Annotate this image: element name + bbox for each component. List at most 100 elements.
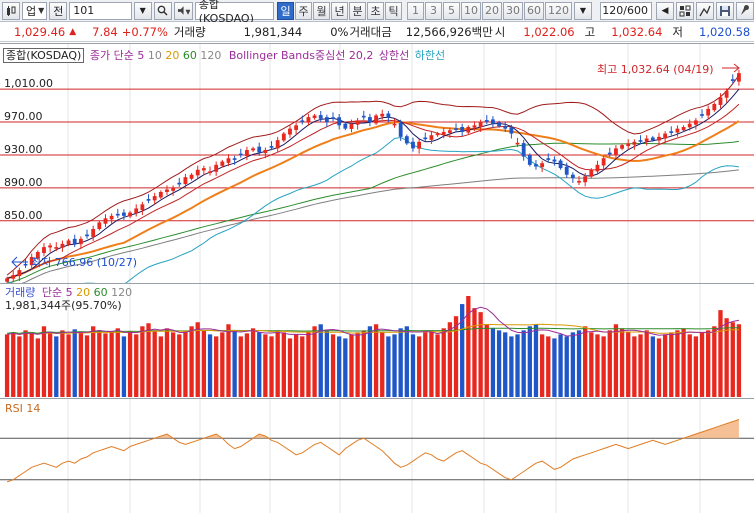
- candle-body: [718, 97, 723, 105]
- volume-ma-20-label: 20: [76, 286, 91, 299]
- candle-body: [521, 143, 526, 157]
- candle-body: [601, 158, 606, 166]
- rsi-chart[interactable]: [0, 399, 754, 513]
- volume-bar: [361, 330, 366, 397]
- rsi-pane[interactable]: RSI 14: [0, 398, 754, 513]
- volume-bar: [583, 326, 588, 397]
- period-tab-5[interactable]: 초: [367, 1, 384, 20]
- candle-body: [650, 137, 655, 141]
- bollinger-lower-line: [6, 136, 739, 284]
- volume-bar: [60, 330, 65, 397]
- chart-type-icon[interactable]: [2, 1, 20, 20]
- volume-chart[interactable]: [0, 284, 754, 399]
- period-tab-2[interactable]: 월: [313, 1, 330, 20]
- interval-button-60[interactable]: 60: [524, 1, 544, 20]
- period-tab-4[interactable]: 분: [349, 1, 366, 20]
- price-legend-name: 종합(KOSDAQ): [3, 48, 85, 63]
- market-select[interactable]: 업 ▼: [22, 1, 48, 20]
- prev-button[interactable]: 전: [49, 1, 68, 20]
- volume-bar: [152, 330, 157, 397]
- sound-button[interactable]: ▼: [173, 1, 193, 20]
- candle-body: [534, 164, 538, 167]
- candle-body: [35, 252, 40, 259]
- candle-body: [60, 243, 65, 248]
- volume-bar: [349, 334, 354, 397]
- candle-body: [558, 160, 563, 169]
- candle-body: [29, 256, 34, 266]
- candle-body: [324, 117, 329, 123]
- candle-body: [552, 159, 557, 162]
- code-input[interactable]: 101: [69, 1, 132, 20]
- volume-legend-label: 거래량: [5, 286, 36, 299]
- volume-bar: [109, 332, 114, 397]
- dropdown-button[interactable]: ▼: [133, 1, 152, 20]
- ma60-line: [6, 140, 739, 284]
- period-tab-0[interactable]: 일: [277, 1, 294, 20]
- volume-pane[interactable]: 거래량 단순 5 20 60 120 1,981,344주(95.70%): [0, 283, 754, 399]
- candle-body: [361, 115, 366, 118]
- volume-value: 1,981,344: [243, 24, 303, 39]
- interval-button-120[interactable]: 120: [545, 1, 572, 20]
- candle-body: [318, 115, 323, 119]
- volume-bar: [4, 334, 10, 397]
- price-pane[interactable]: 1,010.00 970.00 930.00 890.00 850.00 최고 1,032…: [0, 43, 754, 284]
- volume-bar: [533, 324, 539, 397]
- volume-bar: [195, 322, 200, 397]
- volume-bar: [564, 336, 569, 397]
- scroll-left-button[interactable]: ◀: [656, 1, 674, 20]
- price-chart[interactable]: 1,010.00 970.00 930.00 890.00 850.00 최고 1,032…: [0, 44, 754, 284]
- volume-bar: [632, 336, 637, 397]
- min-arrow-icon: [11, 256, 28, 268]
- volume-bar: [47, 332, 53, 397]
- interval-button-20[interactable]: 20: [482, 1, 502, 20]
- period-tab-1[interactable]: 주: [295, 1, 312, 20]
- volume-bar: [626, 332, 631, 397]
- ma120-line: [19, 169, 739, 284]
- count-field[interactable]: 120/600: [600, 1, 652, 20]
- interval-more-button[interactable]: ▼: [574, 1, 592, 20]
- ma-10-label: 10: [147, 49, 162, 62]
- candle-body: [472, 125, 477, 128]
- volume-ma-label: 단순 5: [41, 286, 73, 299]
- volume-bar: [257, 332, 262, 397]
- save-button[interactable]: [716, 1, 734, 20]
- volume-bar: [306, 332, 311, 397]
- price-legend: 종합(KOSDAQ) 종가 단순 5 10 20 60 120 Bollinge…: [3, 47, 445, 63]
- volume-bar: [367, 326, 373, 397]
- low-label: 저: [672, 24, 684, 39]
- volume-bar: [453, 316, 459, 397]
- candle-body: [693, 120, 698, 125]
- period-tab-6[interactable]: 틱: [385, 1, 402, 20]
- candle-body: [417, 141, 422, 149]
- interval-button-5[interactable]: 5: [443, 1, 460, 20]
- interval-button-30[interactable]: 30: [503, 1, 523, 20]
- settings-button[interactable]: [736, 1, 754, 20]
- volume-bar: [183, 331, 188, 397]
- bb-lower-label: 하한선: [414, 49, 446, 62]
- volume-bar: [687, 334, 692, 397]
- volume-bar: [484, 324, 489, 397]
- rsi-legend: RSI 14: [5, 402, 41, 415]
- indicator-button[interactable]: [676, 1, 694, 20]
- volume-bar: [503, 332, 508, 397]
- candle-body: [165, 189, 169, 192]
- interval-button-10[interactable]: 10: [461, 1, 481, 20]
- amount-label: 거래대금: [349, 24, 392, 39]
- candle-body: [189, 174, 194, 179]
- indicator-icon: [679, 5, 691, 16]
- search-button[interactable]: [153, 1, 172, 20]
- y-tick-label: 1,010.00: [4, 77, 53, 90]
- candle-body: [5, 278, 9, 282]
- candle-body: [11, 275, 16, 279]
- price-change-pct: +0.77%: [121, 24, 168, 39]
- candle-body: [23, 263, 28, 266]
- candle-body: [730, 79, 735, 81]
- candle-body: [343, 123, 348, 129]
- draw-tool-button[interactable]: [696, 1, 714, 20]
- volume-bar: [429, 330, 434, 397]
- volume-bar: [478, 312, 483, 397]
- interval-button-1[interactable]: 1: [407, 1, 424, 20]
- period-tab-3[interactable]: 년: [331, 1, 348, 20]
- candle-body: [620, 145, 624, 149]
- interval-button-3[interactable]: 3: [425, 1, 442, 20]
